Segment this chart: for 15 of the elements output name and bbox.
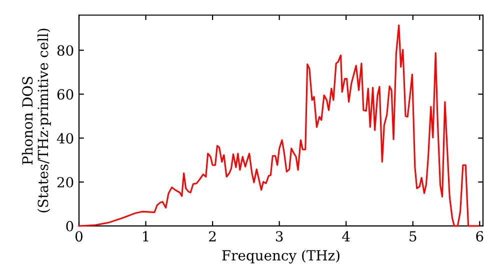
y-axis-title: Phonon DOS (States/THz·primitive cell) [22,28,51,212]
y-tick-label: 60 [57,89,74,100]
x-tick-label: 5 [410,231,416,242]
y-tick-label: 40 [56,133,74,144]
x-tick-label: 0 [75,231,82,242]
x-tick-label: 2 [209,231,216,242]
x-tick-label: 4 [342,231,350,242]
line-series [78,24,480,227]
y-tick-label: 80 [57,45,74,56]
x-tick-label: 1 [143,231,148,242]
x-axis-title: Frequency (THz) [222,250,340,264]
x-tick-label: 3 [276,231,283,242]
y-tick-label: 0 [66,220,74,232]
y-tick-label: 20 [57,177,74,188]
x-tick-label: 6 [476,231,484,242]
